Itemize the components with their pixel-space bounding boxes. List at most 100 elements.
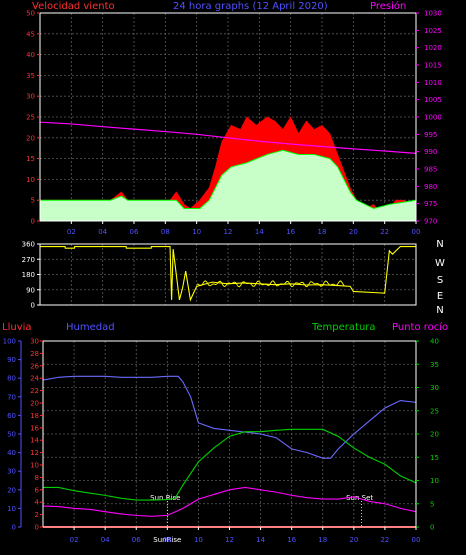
x-tick-label: 22 xyxy=(380,536,389,544)
temperature-tick-label: 15 xyxy=(430,454,439,462)
temperature-tick-label: 25 xyxy=(430,407,439,415)
wind-pressure-chart: 0510152025303540455097097598098599099510… xyxy=(26,10,442,237)
wind-average-line xyxy=(40,149,417,210)
humidity-tick-label: 0 xyxy=(12,524,16,532)
y-tick-label-right: 1000 xyxy=(424,114,442,122)
x-tick-label: 12 xyxy=(225,536,234,544)
y-tick-label-right: 1005 xyxy=(424,96,442,104)
x-tick-label: 06 xyxy=(132,536,141,544)
y-tick-label-left: 40 xyxy=(26,51,35,59)
x-tick-label: 22 xyxy=(380,228,389,236)
y-tick-label-left: 15 xyxy=(26,155,35,163)
humidity-tick-label: 30 xyxy=(7,468,16,476)
pressure-line xyxy=(39,121,417,154)
humidity-tick-label: 20 xyxy=(7,486,16,494)
y-tick-label-right: 1020 xyxy=(424,44,442,52)
temperature-tick-label: 30 xyxy=(430,384,439,392)
x-tick-label-sunrise: SunRise xyxy=(153,536,181,544)
rain-tick-label: 22 xyxy=(30,387,39,395)
humidity-tick-label: 70 xyxy=(7,393,16,401)
y-tick-label: 180 xyxy=(22,271,35,279)
temperature-tick-label: 10 xyxy=(430,477,439,485)
x-tick-label: 00 xyxy=(412,228,421,236)
y-tick-label: 90 xyxy=(26,286,35,294)
x-tick-label: 20 xyxy=(349,228,358,236)
humidity-tick-label: 50 xyxy=(7,431,16,439)
x-tick-label: 12 xyxy=(224,228,233,236)
x-tick-label: 14 xyxy=(256,536,265,544)
dewpoint-line xyxy=(42,486,417,517)
compass-label: N xyxy=(436,239,443,250)
humidity-line xyxy=(42,375,417,459)
temperature-tick-label: 40 xyxy=(430,338,439,346)
temperature-tick-label: 20 xyxy=(430,431,439,439)
compass-label: N xyxy=(436,305,443,316)
y-tick-label-left: 20 xyxy=(26,134,35,142)
x-tick-label: 18 xyxy=(318,536,327,544)
x-tick-label: 04 xyxy=(98,228,107,236)
y-tick-label-right: 990 xyxy=(424,148,437,156)
humidity-tick-label: 60 xyxy=(7,412,16,420)
y-tick-label-right: 985 xyxy=(424,166,437,174)
rain-tick-label: 28 xyxy=(30,350,39,358)
x-tick-label: 10 xyxy=(192,228,201,236)
x-tick-label: 16 xyxy=(287,536,296,544)
x-tick-label: 02 xyxy=(70,536,79,544)
x-tick-label: 08 xyxy=(161,228,170,236)
humidity-tick-label: 80 xyxy=(7,375,16,383)
compass-label: S xyxy=(437,275,443,286)
rain-tick-label: 14 xyxy=(30,437,39,445)
graphs-date-title: 24 hora graphs (12 April 2020) xyxy=(173,1,328,12)
y-tick-label-left: 50 xyxy=(26,10,35,18)
humidity-tick-label: 90 xyxy=(7,356,16,364)
wind-speed-area xyxy=(40,150,416,221)
temperature-tick-label: 0 xyxy=(430,524,434,532)
x-tick-label: 00 xyxy=(412,536,421,544)
rain-tick-label: 6 xyxy=(35,486,40,494)
humidity-axis-label: Humedad xyxy=(66,322,115,333)
rain-tick-label: 0 xyxy=(35,524,39,532)
x-tick-label: 16 xyxy=(286,228,295,236)
sunrise-annotation: Sun Rise xyxy=(150,494,180,502)
y-tick-label-right: 995 xyxy=(424,131,437,139)
y-tick-label-right: 975 xyxy=(424,200,437,208)
y-tick-label-right: 1010 xyxy=(424,79,442,87)
rain-tick-label: 4 xyxy=(35,499,40,507)
x-tick-label: 04 xyxy=(101,536,110,544)
wind-direction-line xyxy=(40,245,416,302)
rain-tick-label: 2 xyxy=(35,511,39,519)
rain-tick-label: 18 xyxy=(30,412,39,420)
wind-direction-noise xyxy=(196,280,345,288)
rain-tick-label: 16 xyxy=(30,424,39,432)
x-tick-label: 10 xyxy=(194,536,203,544)
y-tick-label-left: 35 xyxy=(26,72,35,80)
y-tick-label-left: 0 xyxy=(31,218,35,226)
rain-axis-label: Lluvia xyxy=(2,322,32,333)
wind-speed-title: Velocidad viento xyxy=(32,1,115,12)
humidity-tick-label: 10 xyxy=(7,505,16,513)
dewpoint-axis-label: Punto rocío xyxy=(392,321,448,333)
y-tick-label-right: 970 xyxy=(424,218,437,226)
rain-tick-label: 10 xyxy=(30,462,39,470)
y-tick-label-right: 980 xyxy=(424,183,437,191)
y-tick-label-right: 1015 xyxy=(424,62,442,70)
rain-tick-label: 30 xyxy=(30,338,39,346)
rain-tick-label: 12 xyxy=(30,449,39,457)
y-tick-label: 360 xyxy=(22,241,35,249)
pressure-title: Presión xyxy=(370,0,406,12)
y-tick-label-right: 1025 xyxy=(424,27,442,35)
x-tick-label: 14 xyxy=(255,228,264,236)
x-tick-label: 06 xyxy=(130,228,139,236)
y-tick-label-left: 5 xyxy=(31,197,35,205)
y-tick-label: 0 xyxy=(31,302,35,310)
temperature-axis-label: Temperatura xyxy=(311,322,376,333)
temperature-tick-label: 5 xyxy=(430,500,434,508)
compass-label: E xyxy=(437,291,443,302)
rain-tick-label: 26 xyxy=(30,362,39,370)
temperature-tick-label: 35 xyxy=(430,361,439,369)
x-tick-label: 02 xyxy=(67,228,76,236)
x-tick-label: 08 xyxy=(163,536,172,544)
humidity-temperature-chart: Sun Rise Sun Set0102030405060708090100024… xyxy=(3,338,439,545)
